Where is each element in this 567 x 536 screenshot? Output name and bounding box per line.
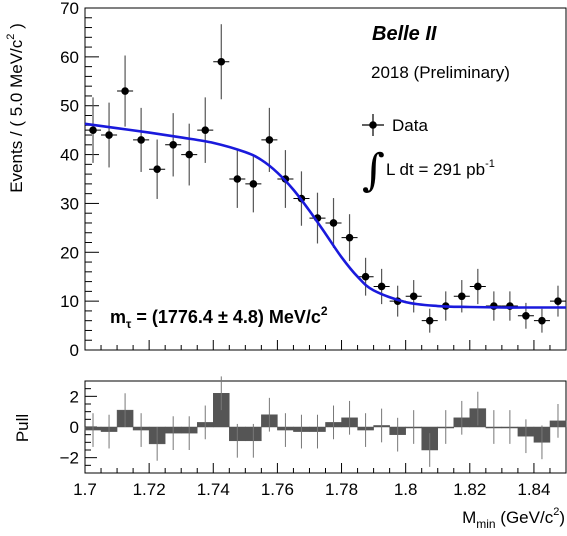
legend-marker-dot (369, 121, 377, 129)
x-tick-label: 1.84 (517, 480, 550, 499)
fit-result-sup: 2 (321, 304, 328, 318)
data-point (249, 180, 258, 188)
main-y-label-close: ) (7, 23, 26, 33)
main-y-tick-label: 60 (60, 48, 79, 67)
pull-x-axis: 1.7 1.72 1.74 1.76 1.78 1.8 1.82 1.84 (73, 463, 567, 499)
x-tick-label: 1.82 (453, 480, 486, 499)
data-point (265, 136, 274, 144)
legend: Data (362, 114, 428, 136)
data-point (153, 165, 161, 174)
data-point (217, 57, 226, 66)
data-point (554, 297, 562, 305)
data-point (185, 150, 194, 159)
data-point (137, 136, 145, 144)
fit-result-label: mτ = (1776.4 ± 4.8) MeV/c2 (110, 304, 328, 331)
x-label-m: M (462, 508, 476, 527)
data-point (522, 312, 530, 320)
data-point (345, 233, 354, 242)
experiment-label: Belle II (372, 23, 437, 45)
pull-y-axis: −2 0 2 (60, 380, 97, 474)
main-y-tick-label: 30 (60, 194, 79, 213)
pull-bars (84, 376, 567, 467)
data-point (329, 219, 338, 227)
main-y-tick-label: 70 (60, 0, 79, 18)
x-tick-label: 1.7 (73, 480, 97, 499)
luminosity-label: L dt = 291 pb-1 (386, 158, 495, 179)
data-point (233, 175, 242, 183)
pull-y-tick-label: −2 (60, 449, 79, 468)
pull-y-tick-label: 0 (70, 418, 79, 437)
x-tick-label: 1.72 (133, 480, 166, 499)
data-point (361, 272, 370, 281)
data-point (425, 316, 434, 325)
main-x-axis (84, 340, 567, 350)
data-point (457, 292, 466, 301)
legend-label: Data (392, 116, 428, 135)
main-y-tick-label: 20 (60, 243, 79, 262)
x-axis-label: Mmin (GeV/c2) (462, 506, 565, 531)
main-y-tick-label: 50 (60, 97, 79, 116)
data-point (201, 126, 210, 134)
data-point (377, 282, 386, 291)
data-point (89, 126, 97, 134)
data-point (105, 131, 113, 139)
subtitle-label: 2018 (Preliminary) (371, 63, 510, 82)
main-y-axis-label: Events / ( 5.0 MeV/c2 ) (5, 23, 26, 193)
x-label-close: ) (559, 508, 565, 527)
integral-symbol: ∫ (362, 145, 385, 196)
main-y-tick-label: 0 (70, 341, 79, 360)
x-tick-label: 1.78 (325, 480, 358, 499)
data-point (474, 282, 482, 291)
main-y-tick-label: 10 (60, 292, 79, 311)
luminosity-sup: -1 (485, 158, 495, 170)
x-tick-label: 1.8 (394, 480, 418, 499)
fit-curve (84, 122, 566, 309)
fit-result-sub: τ (126, 317, 132, 331)
main-y-axis: 0 10 20 30 40 50 60 70 (60, 0, 99, 360)
x-label-unit: (GeV/c (496, 508, 554, 527)
data-point (409, 292, 418, 301)
pull-y-tick-label: 2 (70, 387, 79, 406)
x-tick-label: 1.74 (197, 480, 230, 499)
main-y-label-text: Events / ( 5.0 MeV/c (7, 39, 26, 193)
x-label-sub: min (476, 517, 495, 531)
fit-result-value: = (1776.4 ± 4.8) MeV/c (131, 307, 320, 327)
x-tick-label: 1.76 (261, 480, 294, 499)
pull-y-axis-label: Pull (13, 414, 32, 442)
luminosity-text: L dt = 291 pb (386, 160, 485, 179)
main-y-label-sup: 2 (5, 34, 17, 40)
fit-result-m: m (110, 307, 126, 327)
data-point (121, 87, 129, 95)
data-point (538, 316, 546, 325)
main-y-tick-label: 40 (60, 146, 79, 165)
x-label-sup: 2 (553, 506, 559, 518)
data-point (169, 141, 177, 149)
